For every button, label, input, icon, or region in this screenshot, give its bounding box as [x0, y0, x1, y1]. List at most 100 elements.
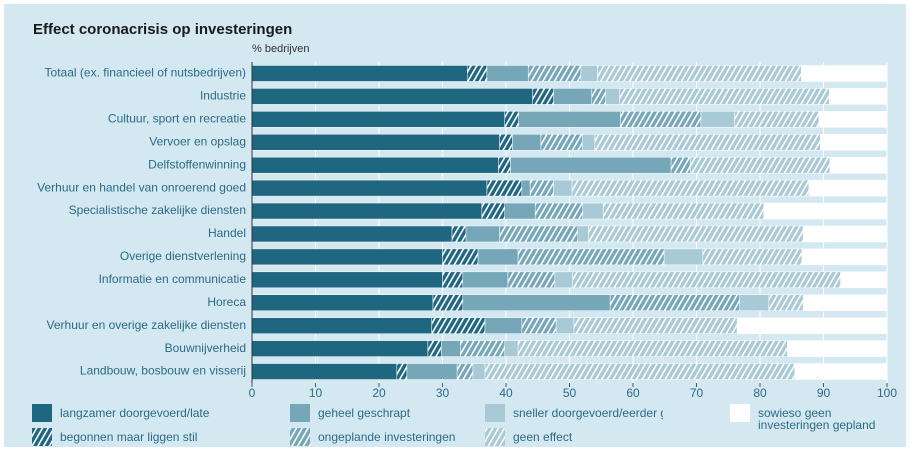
bar-segment: [802, 294, 888, 311]
bar-segment: [571, 179, 810, 197]
y-tick-label: Cultuur, sport en recreatie: [108, 111, 246, 125]
y-tick-label: Informatie en communicatie: [99, 272, 247, 286]
bar-segment: [251, 363, 398, 380]
x-tick-label: 40: [499, 386, 513, 400]
bar-segment: [555, 317, 575, 334]
bar-segment: [605, 88, 620, 105]
bar-segment: [442, 271, 464, 289]
bar-segment: [529, 179, 554, 197]
bar-segment: [406, 363, 458, 380]
legend-label-box: ongeplande investeringen: [318, 431, 455, 443]
bar-segment: [460, 340, 505, 357]
legend-label-box: geen effect: [513, 430, 573, 444]
bar-segment: [517, 248, 665, 266]
legend-label: geen effect: [513, 430, 573, 444]
bar-segment: [472, 363, 486, 380]
x-tick-label: 20: [372, 386, 386, 400]
bar-segment: [486, 179, 523, 197]
legend-label: langzamer doorgevoerd/later gestart: [60, 406, 210, 420]
bar-segment: [251, 202, 483, 220]
legend-label-box: langzamer doorgevoerd/later gestart: [60, 406, 210, 420]
bar-segment: [462, 294, 611, 311]
y-tick-label: Handel: [208, 226, 246, 240]
bar-segment: [829, 156, 888, 174]
y-tick-label: Bouwnijverheid: [165, 341, 246, 355]
bar-segment: [619, 88, 830, 105]
x-tick-label: 90: [817, 386, 831, 400]
bar-segment: [739, 294, 770, 311]
bar-segment: [432, 294, 464, 311]
bar-segment: [462, 271, 509, 289]
bar-segment: [465, 225, 500, 243]
bar-segment: [736, 317, 888, 334]
legend-label-box: sowieso geen investeringen gepland: [758, 406, 876, 432]
bar-segment: [251, 179, 488, 197]
bar-segment: [396, 363, 408, 380]
bar-segment: [820, 134, 888, 151]
bar-segment: [251, 317, 432, 334]
bar-segment: [663, 248, 704, 266]
bar-segment: [702, 248, 803, 266]
y-tick-label: Totaal (ex. financieel of nutsbedrijven): [45, 66, 246, 80]
legend-label: sowieso geen investeringen gepland: [758, 406, 876, 432]
bar-segment: [553, 88, 592, 105]
legend-label: sneller doorgevoerd/eerder gestart: [513, 406, 663, 420]
bar-segment: [512, 134, 542, 151]
bar-segment: [251, 271, 443, 289]
bar-segment: [828, 88, 888, 105]
bar-segment: [251, 156, 499, 174]
y-tick-label: Industrie: [200, 89, 246, 103]
legend-swatch: [485, 428, 505, 446]
bar-segment: [504, 111, 519, 128]
legend-swatch: [730, 404, 750, 422]
bar-segment: [442, 248, 479, 266]
bar-segment: [794, 363, 888, 380]
bar-segment: [532, 88, 554, 105]
bar-segment: [251, 294, 434, 311]
bar-segment: [577, 225, 589, 243]
bar-segment: [594, 134, 821, 151]
legend-label: geheel geschrapt: [318, 406, 411, 420]
x-tick-label: 0: [249, 386, 256, 400]
bar-segment: [527, 65, 582, 82]
y-tick-label: Vervoer en opslag: [149, 134, 246, 148]
bar-segment: [431, 317, 486, 334]
bar-segment: [540, 134, 583, 151]
y-tick-label: Horeca: [207, 295, 246, 309]
subtitle: % bedrijven: [252, 43, 309, 55]
x-tick-label: 100: [877, 386, 897, 400]
legend-swatch: [290, 428, 310, 446]
bar-segment: [510, 156, 672, 174]
bar-segment: [251, 340, 429, 357]
bar-segment: [620, 111, 702, 128]
bar-segment: [787, 340, 888, 357]
y-tick-label: Specialistische zakelijke diensten: [69, 203, 246, 217]
bar-segment: [554, 271, 573, 289]
bar-segment: [808, 179, 888, 197]
bar-segment: [573, 317, 738, 334]
legend-label: begonnen maar liggen stil: [60, 430, 198, 444]
y-tick-label: Landbouw, bosbouw en visserij: [80, 364, 246, 378]
bar-segment: [467, 65, 488, 82]
legend-swatch: [32, 404, 52, 422]
bar-segment: [572, 271, 841, 289]
bar-segment: [251, 65, 468, 82]
bar-segment: [700, 111, 735, 128]
chart-title: Effect coronacrisis op investeringen: [33, 21, 292, 38]
legend-label-box: begonnen maar liggen stil: [60, 430, 198, 444]
y-tick-label: Verhuur en overige zakelijke diensten: [47, 318, 246, 332]
bar-segment: [484, 363, 796, 380]
legend-swatch: [32, 428, 52, 446]
bar-segment: [818, 111, 888, 128]
bar-segment: [427, 340, 442, 357]
bar-segment: [451, 225, 467, 243]
y-tick-label: Delfstoffenwinning: [148, 157, 246, 171]
bar-segment: [582, 202, 604, 220]
legend-label-box: sneller doorgevoerd/eerder gestart: [513, 406, 663, 420]
legend-label-box: geheel geschrapt: [318, 406, 411, 420]
bar-segment: [581, 134, 596, 151]
bar-segment: [517, 340, 788, 357]
x-tick-label: 10: [309, 386, 323, 400]
bar-segment: [534, 202, 584, 220]
